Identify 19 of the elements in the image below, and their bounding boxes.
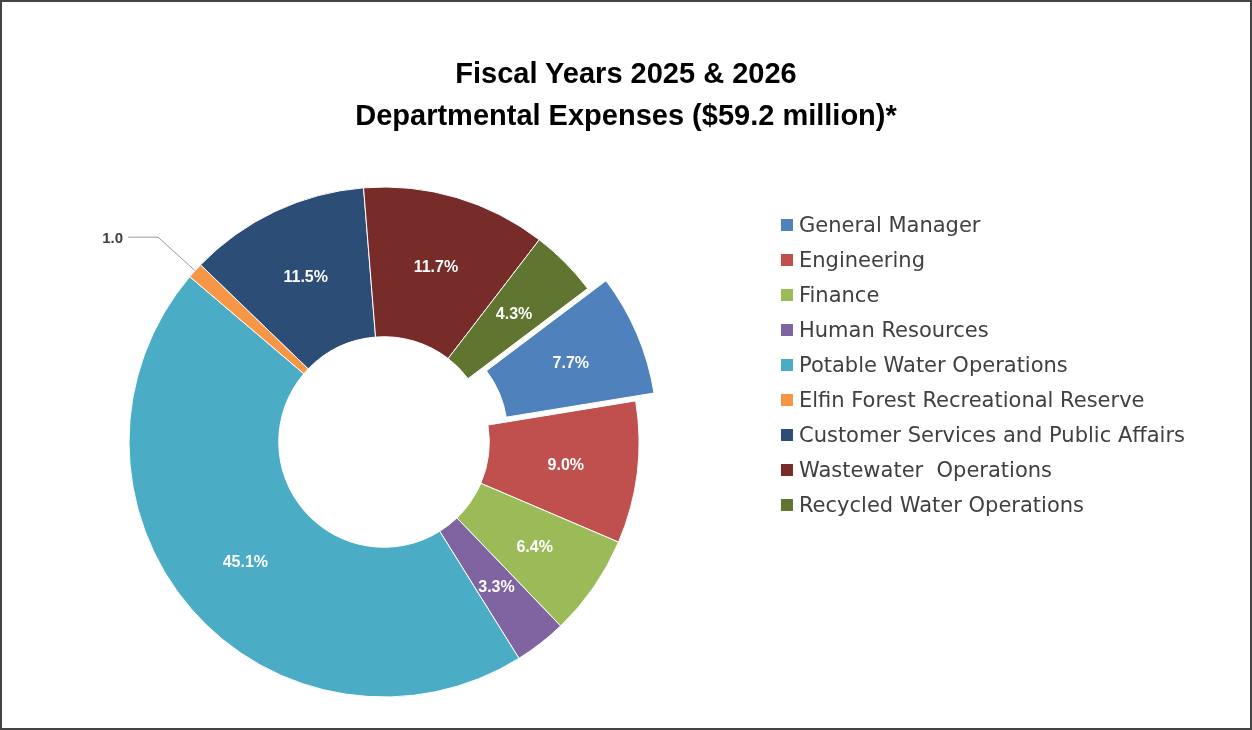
legend-label: Human Resources bbox=[798, 318, 989, 342]
data-label: 11.5% bbox=[283, 267, 328, 285]
legend-label: Elfin Forest Recreational Reserve bbox=[798, 388, 1145, 412]
data-label: 3.3% bbox=[478, 578, 515, 596]
data-label: 11.7% bbox=[413, 257, 459, 275]
legend-label: Recycled Water Operations bbox=[798, 493, 1085, 517]
legend-label: Customer Services and Public Affairs bbox=[798, 423, 1185, 447]
data-label: 4.3% bbox=[495, 304, 533, 322]
legend-label: Engineering bbox=[798, 248, 925, 272]
chart-title: Fiscal Years 2025 & 2026 Departmental Expenses ($59.2 million)* bbox=[355, 57, 898, 131]
legend-label: Potable Water Operations bbox=[798, 353, 1068, 377]
legend-label: Finance bbox=[798, 283, 880, 307]
data-label: 6.4% bbox=[516, 537, 553, 555]
data-label: 9.0% bbox=[547, 455, 585, 473]
data-label: 7.7% bbox=[552, 353, 590, 371]
data-label: 1.0 bbox=[102, 228, 124, 246]
data-label: 45.1% bbox=[222, 553, 269, 571]
legend-label: General Manager bbox=[798, 213, 981, 237]
legend-label: Wastewater Operations bbox=[798, 458, 1052, 482]
